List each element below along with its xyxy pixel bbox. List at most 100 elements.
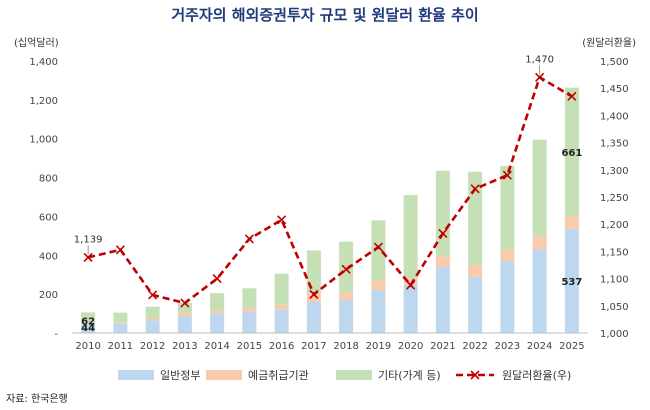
y-right-tick: 1,050 xyxy=(600,302,629,313)
line-point xyxy=(406,280,416,290)
x-tick: 2017 xyxy=(301,341,326,352)
x-tick: 2025 xyxy=(559,341,584,352)
bar-segment xyxy=(274,273,289,305)
line-point xyxy=(277,215,287,225)
legend-item: 예금취급기관 xyxy=(206,369,309,382)
legend-swatch xyxy=(336,370,372,380)
bar-segment xyxy=(564,216,579,229)
bar-segment xyxy=(274,309,289,333)
bar-segment xyxy=(177,302,192,313)
y-right-tick: 1,500 xyxy=(600,57,629,68)
x-tick: 2016 xyxy=(269,341,294,352)
y-right-unit: (원달러환율) xyxy=(582,37,636,49)
y-right-tick: 1,000 xyxy=(600,329,629,340)
bar-segment xyxy=(435,256,450,267)
y-left-unit: (십억달러) xyxy=(14,37,59,49)
exchange-rate-series-line xyxy=(87,75,573,305)
bar-segment xyxy=(564,87,579,217)
bar-segment xyxy=(210,293,225,311)
legend-label: 예금취급기관 xyxy=(248,369,309,382)
x-tick: 2012 xyxy=(140,341,165,352)
line-point xyxy=(115,245,125,255)
bar-segment xyxy=(403,195,418,279)
line-data-label: 1,470 xyxy=(525,54,554,65)
bar-segment xyxy=(274,304,289,310)
bar-segment xyxy=(532,139,547,237)
line-point xyxy=(244,234,254,244)
x-tick: 2023 xyxy=(495,341,520,352)
x-tick: 2020 xyxy=(398,341,423,352)
x-tick: 2013 xyxy=(172,341,197,352)
bar-segment xyxy=(500,261,515,333)
y-left-tick: 1,200 xyxy=(29,96,58,107)
y-right-tick: 1,100 xyxy=(600,275,629,286)
x-tick: 2010 xyxy=(75,341,100,352)
bar-segment xyxy=(371,290,386,333)
y-left-tick: 600 xyxy=(39,212,58,223)
y-left-tick: - xyxy=(54,329,58,340)
source-note: 자료: 한국은행 xyxy=(6,394,68,405)
bar-segment xyxy=(468,276,483,333)
bar-segment xyxy=(177,312,192,317)
bar-segment xyxy=(532,249,547,333)
bar-segment xyxy=(339,292,354,300)
y-right-tick: 1,450 xyxy=(600,84,629,95)
legend-item: 기타(가계 등) xyxy=(336,369,441,382)
bar-segment xyxy=(468,171,483,265)
exchange-rate-line xyxy=(83,72,577,308)
y-left-tick: 200 xyxy=(39,290,58,301)
bar-segment xyxy=(339,299,354,333)
bar-segment xyxy=(145,318,160,321)
bar-segment xyxy=(210,313,225,333)
y-right-tick: 1,400 xyxy=(600,111,629,122)
bar-segment xyxy=(177,316,192,333)
bar-segment xyxy=(564,228,579,333)
bar-segment xyxy=(403,284,418,333)
legend-label: 기타(가계 등) xyxy=(378,369,441,382)
bar-segment xyxy=(242,311,257,333)
legend-item: 원달러환율(우) xyxy=(456,369,571,382)
line-point xyxy=(212,274,222,284)
line-point xyxy=(535,72,545,82)
x-tick: 2022 xyxy=(462,341,487,352)
y-left-tick: 1,400 xyxy=(29,57,58,68)
y-right-tick: 1,200 xyxy=(600,220,629,231)
bar-segment xyxy=(500,249,515,262)
bar-segment xyxy=(339,241,354,293)
bar-segment xyxy=(500,165,515,250)
y-right-tick: 1,150 xyxy=(600,247,629,258)
line-point xyxy=(180,298,190,308)
y-right-tick: 1,300 xyxy=(600,166,629,177)
bar-segment xyxy=(435,170,450,257)
bar-segment xyxy=(210,310,225,314)
legend-item: 일반정부 xyxy=(118,368,200,382)
line-data-label: 1,139 xyxy=(74,234,103,245)
y-left-tick: 1,000 xyxy=(29,135,58,146)
x-tick: 2014 xyxy=(204,341,229,352)
legend: 일반정부 예금취급기관 기타(가계 등) 원달러환율(우) xyxy=(118,368,571,382)
x-tick: 2018 xyxy=(333,341,358,352)
bar-segment xyxy=(145,320,160,333)
x-tick: 2011 xyxy=(108,341,133,352)
line-point xyxy=(470,184,480,194)
bar-segment xyxy=(371,280,386,291)
bar-segment xyxy=(532,236,547,250)
y-right-tick: 1,350 xyxy=(600,139,629,150)
x-tick: 2019 xyxy=(366,341,391,352)
bar-segment xyxy=(81,312,96,325)
legend-swatch xyxy=(206,370,242,380)
bar-segment xyxy=(306,250,321,294)
chart-title: 거주자의 해외증권투자 규모 및 원달러 환율 추이 xyxy=(171,6,479,24)
bar-segment xyxy=(242,307,257,312)
bar-data-label: 62 xyxy=(81,316,95,327)
bar-segment xyxy=(403,278,418,285)
bar-data-label: 661 xyxy=(561,148,582,159)
bar-segment xyxy=(371,220,386,281)
line-point xyxy=(148,290,158,300)
x-tick: 2015 xyxy=(237,341,262,352)
bar-data-label: 44 xyxy=(81,323,95,334)
line-point xyxy=(309,289,319,299)
bars xyxy=(81,87,579,333)
bar-segment xyxy=(306,293,321,302)
